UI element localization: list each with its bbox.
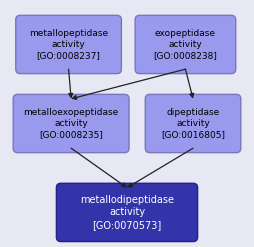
FancyBboxPatch shape [56, 183, 198, 242]
Text: exopeptidase
activity
[GO:0008238]: exopeptidase activity [GO:0008238] [153, 29, 217, 60]
FancyBboxPatch shape [13, 94, 129, 153]
Text: dipeptidase
activity
[GO:0016805]: dipeptidase activity [GO:0016805] [161, 108, 225, 139]
Text: metallodipeptidase
activity
[GO:0070573]: metallodipeptidase activity [GO:0070573] [80, 195, 174, 230]
FancyBboxPatch shape [16, 15, 121, 74]
Text: metallopeptidase
activity
[GO:0008237]: metallopeptidase activity [GO:0008237] [29, 29, 108, 60]
FancyBboxPatch shape [135, 15, 236, 74]
Text: metalloexopeptidase
activity
[GO:0008235]: metalloexopeptidase activity [GO:0008235… [24, 108, 119, 139]
FancyBboxPatch shape [145, 94, 241, 153]
